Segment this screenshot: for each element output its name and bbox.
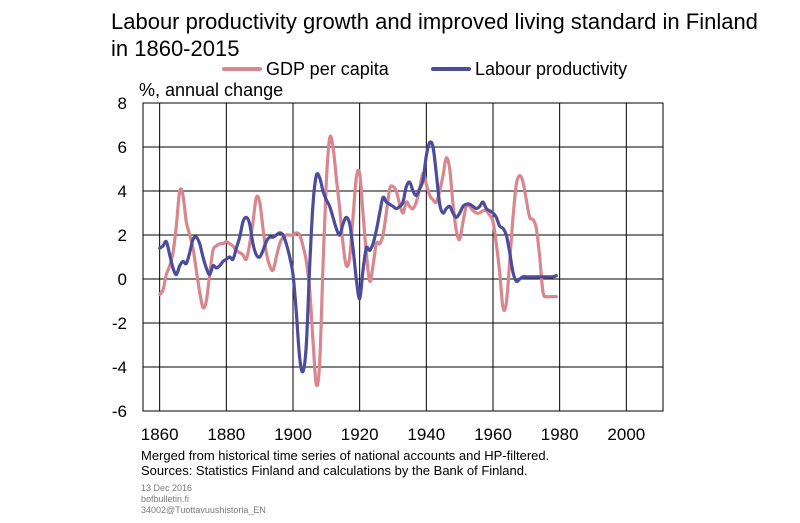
x-tick-label: 1900	[274, 425, 312, 444]
series-lines	[158, 134, 558, 388]
y-tick-label: -4	[112, 358, 127, 377]
legend-label-labour: Labour productivity	[475, 59, 628, 79]
x-tick-label: 1940	[407, 425, 445, 444]
x-tick-label: 2000	[607, 425, 645, 444]
site-label: bofbulletin.fi	[141, 494, 190, 504]
source-note-2: Sources: Statistics Finland and calculat…	[141, 463, 528, 478]
x-tick-label: 1980	[541, 425, 579, 444]
y-tick-label: 2	[118, 226, 127, 245]
y-tick-label: 4	[118, 182, 127, 201]
series-line-gdp-per-capita	[158, 134, 558, 388]
y-tick-label: 6	[118, 138, 127, 157]
source-note-1: Merged from historical time series of na…	[141, 448, 550, 463]
y-axis-ticks: 8 6 4 2 0 -2 -4 -6	[112, 94, 127, 421]
x-tick-label: 1960	[474, 425, 512, 444]
y-tick-label: 0	[118, 270, 127, 289]
chart-title: Labour productivity growth and improved …	[111, 9, 758, 61]
grid-lines	[143, 102, 663, 412]
chart-code-label: 34002@Tuottavuushistoria_EN	[141, 505, 266, 515]
x-tick-label: 1860	[141, 425, 179, 444]
x-tick-label: 1880	[207, 425, 245, 444]
series-line-labour-productivity	[158, 140, 558, 374]
y-tick-label: -2	[112, 314, 127, 333]
legend-swatch-labour	[431, 67, 471, 71]
x-tick-label: 1920	[341, 425, 379, 444]
x-axis-ticks: 1860 1880 1900 1920 1940 1960 1980 2000	[141, 425, 645, 444]
plot-frame	[142, 102, 664, 412]
legend-swatch-gdp	[222, 67, 262, 71]
y-tick-label: -6	[112, 402, 127, 421]
legend-label-gdp: GDP per capita	[266, 59, 389, 79]
y-tick-label: 8	[118, 94, 127, 113]
y-axis-unit-label: %, annual change	[139, 80, 284, 100]
date-label: 13 Dec 2016	[141, 483, 193, 493]
